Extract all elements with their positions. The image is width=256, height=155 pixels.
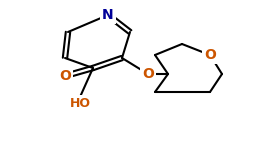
Text: O: O: [204, 48, 216, 62]
Text: HO: HO: [69, 97, 91, 110]
Text: O: O: [142, 67, 154, 81]
Text: N: N: [102, 8, 114, 22]
Text: O: O: [59, 69, 71, 83]
